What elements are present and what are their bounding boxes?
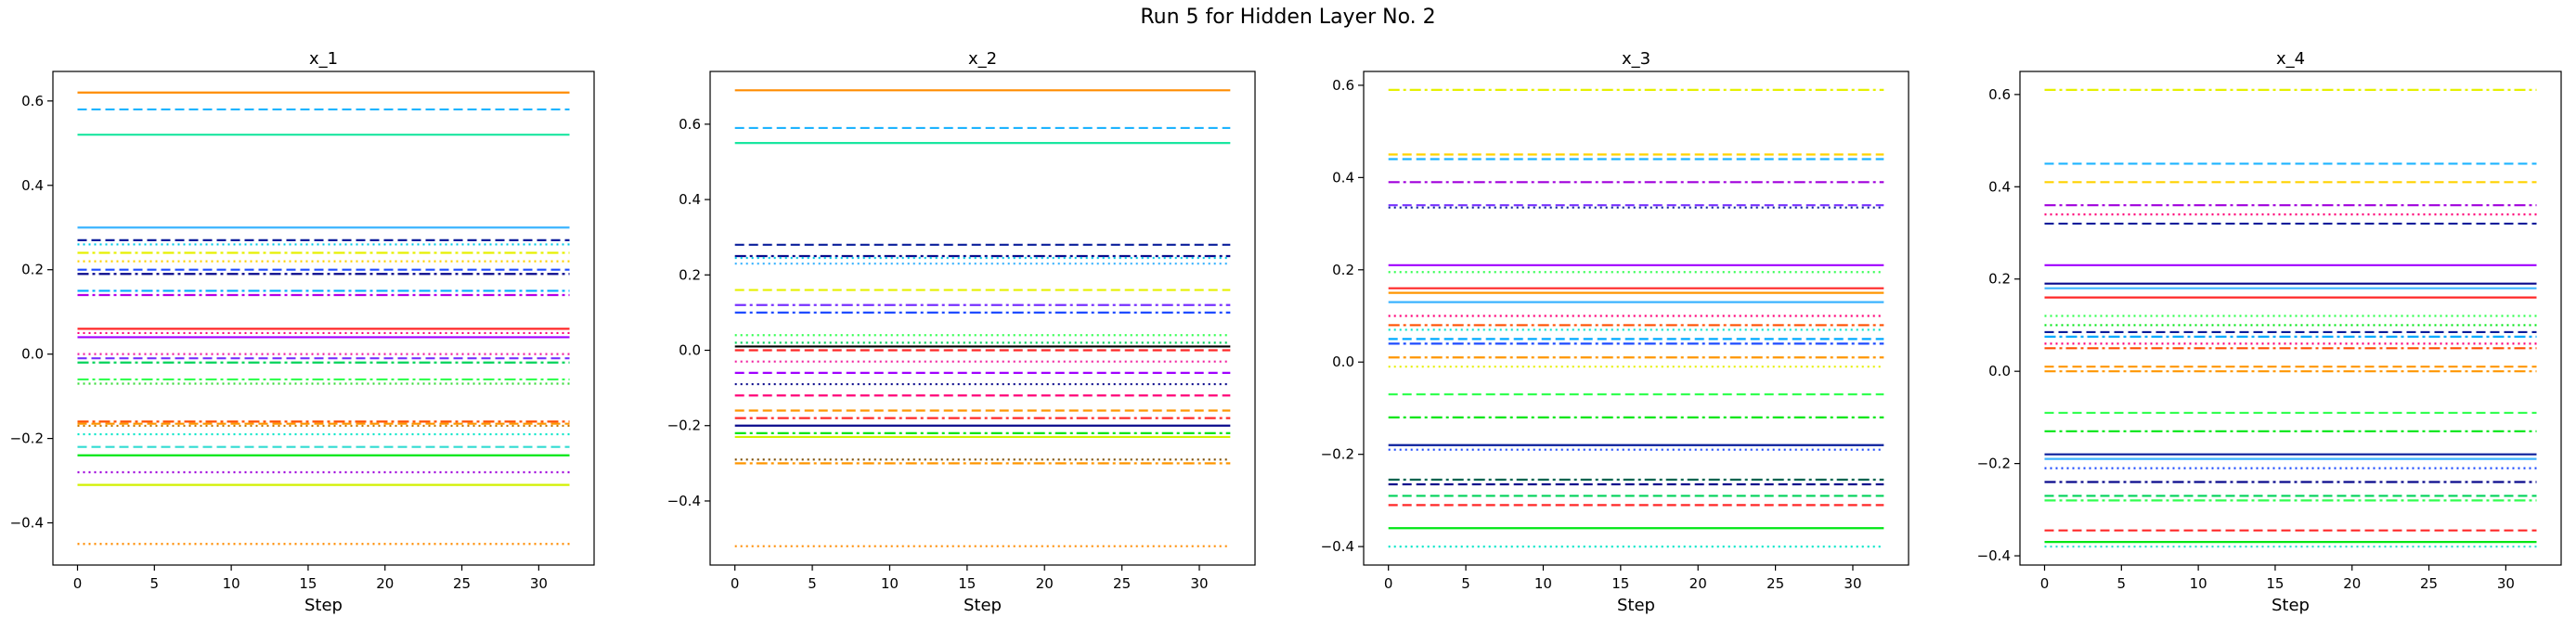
plot-frame bbox=[1363, 71, 1909, 566]
y-tick-label: −0.2 bbox=[1977, 456, 2011, 472]
x-tick-label: 20 bbox=[376, 575, 394, 592]
x-tick-label: 10 bbox=[2190, 575, 2207, 592]
x-axis-label: Step bbox=[1617, 596, 1655, 615]
x-tick-label: 15 bbox=[299, 575, 317, 592]
y-tick-label: 0.2 bbox=[1988, 271, 2011, 288]
x-tick-label: 25 bbox=[453, 575, 471, 592]
x-tick-label: 10 bbox=[1534, 575, 1552, 592]
y-tick-label: 0.6 bbox=[1988, 86, 2011, 103]
y-tick-label: 0.0 bbox=[679, 342, 701, 359]
x-tick-label: 30 bbox=[1844, 575, 1861, 592]
y-tick-label: −0.4 bbox=[10, 515, 44, 532]
y-tick-label: −0.2 bbox=[1321, 446, 1354, 463]
subplot-title: x_1 bbox=[309, 49, 338, 69]
x-tick-label: 30 bbox=[530, 575, 548, 592]
x-tick-label: 5 bbox=[150, 575, 160, 592]
x-tick-label: 30 bbox=[1190, 575, 1208, 592]
subplot-title: x_2 bbox=[968, 49, 997, 69]
x-tick-label: 5 bbox=[808, 575, 817, 592]
x-tick-label: 15 bbox=[958, 575, 976, 592]
x-tick-label: 0 bbox=[1384, 575, 1393, 592]
y-tick-label: −0.2 bbox=[10, 431, 44, 447]
x-tick-label: 0 bbox=[73, 575, 83, 592]
y-tick-label: 0.6 bbox=[679, 116, 701, 133]
y-tick-label: 0.6 bbox=[1332, 77, 1354, 94]
x-tick-label: 15 bbox=[2266, 575, 2284, 592]
plot-frame bbox=[52, 71, 595, 566]
y-tick-label: 0.0 bbox=[1988, 363, 2011, 379]
x-axis-label: Step bbox=[964, 596, 1002, 615]
y-tick-label: 0.4 bbox=[1988, 178, 2011, 195]
y-tick-label: 0.0 bbox=[21, 346, 44, 363]
x-tick-label: 5 bbox=[1461, 575, 1470, 592]
plot-frame bbox=[709, 71, 1256, 566]
x-tick-label: 20 bbox=[1036, 575, 1054, 592]
subplot-title: x_3 bbox=[1622, 49, 1650, 69]
x-tick-label: 5 bbox=[2117, 575, 2127, 592]
x-tick-label: 20 bbox=[1689, 575, 1707, 592]
figure-title: Run 5 for Hidden Layer No. 2 bbox=[1140, 6, 1436, 29]
x-tick-label: 25 bbox=[2420, 575, 2438, 592]
x-tick-label: 15 bbox=[1612, 575, 1629, 592]
x-tick-label: 10 bbox=[881, 575, 899, 592]
y-tick-label: −0.4 bbox=[667, 493, 701, 509]
x-tick-label: 20 bbox=[2343, 575, 2361, 592]
x-axis-label: Step bbox=[2272, 596, 2310, 615]
y-tick-label: 0.0 bbox=[1332, 353, 1354, 370]
subplot-4: 0 5 10 15 20 25 30 −0.4 −0.2 0.0 0.2 0.4 0.6 x_4 Step bbox=[1977, 49, 2562, 615]
x-tick-label: 0 bbox=[2040, 575, 2050, 592]
subplot-title: x_4 bbox=[2276, 49, 2305, 69]
x-tick-label: 30 bbox=[2497, 575, 2515, 592]
y-tick-label: 0.4 bbox=[679, 191, 701, 208]
x-tick-label: 25 bbox=[1113, 575, 1131, 592]
y-tick-label: 0.4 bbox=[1332, 169, 1354, 186]
y-tick-label: −0.4 bbox=[1977, 547, 2011, 564]
y-tick-label: 0.2 bbox=[679, 266, 701, 283]
x-tick-label: 25 bbox=[1767, 575, 1784, 592]
y-tick-label: −0.4 bbox=[1321, 538, 1354, 555]
y-tick-label: −0.2 bbox=[667, 418, 701, 434]
x-tick-label: 0 bbox=[731, 575, 740, 592]
subplot-2: 0 5 10 15 20 25 30 −0.4 −0.2 0.0 0.2 0.4 0.6 x_2 Step bbox=[667, 49, 1256, 615]
subplot-1: 0 5 10 15 20 25 30 −0.4 −0.2 0.0 0.2 0.4 0.6 x_1 Step bbox=[10, 49, 595, 615]
y-tick-label: 0.2 bbox=[21, 262, 44, 278]
x-axis-label: Step bbox=[304, 596, 343, 615]
y-tick-label: 0.6 bbox=[21, 93, 44, 109]
subplot-3: 0 5 10 15 20 25 30 −0.4 −0.2 0.0 0.2 0.4 0.6 x_3 Step bbox=[1321, 49, 1909, 615]
plot-frame bbox=[2019, 71, 2562, 566]
y-tick-label: 0.4 bbox=[21, 177, 44, 194]
x-tick-label: 10 bbox=[223, 575, 240, 592]
y-tick-label: 0.2 bbox=[1332, 262, 1354, 278]
